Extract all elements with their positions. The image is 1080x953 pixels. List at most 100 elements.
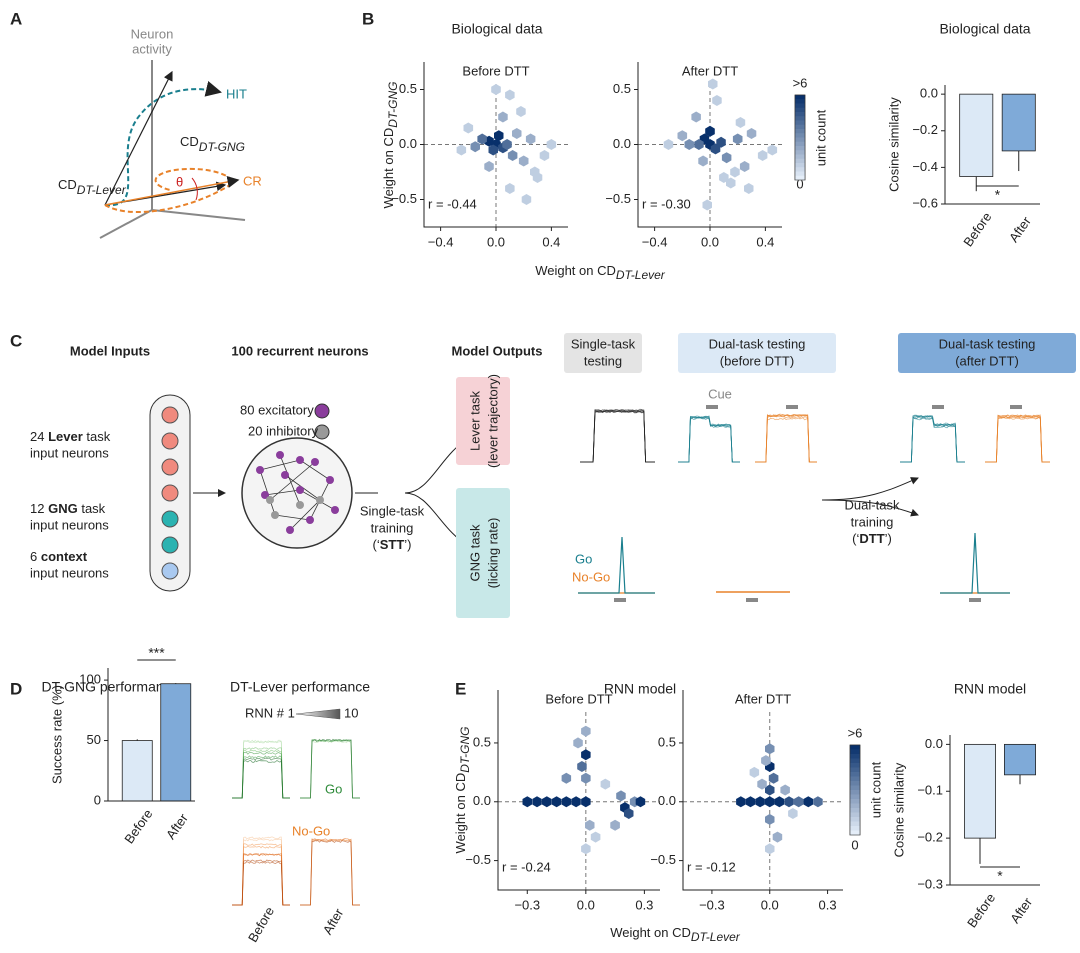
colorbar-label: 0 [796,176,803,191]
x-tick-label: After [320,905,347,937]
trace [985,414,1050,463]
colorbar-cell [795,146,805,151]
hexbin [732,133,743,145]
bar [1001,93,1036,152]
hexbin [581,843,591,855]
y-tick-label: 0.0 [399,136,417,151]
section-title: Model Outputs [452,343,543,358]
chart-title: After DTT [682,63,738,78]
nogo-label: No-Go [572,569,610,584]
hexbin [788,808,798,819]
colorbar-title: unit count [813,109,828,166]
task-label: GNG task [467,524,482,582]
go-label: Go [575,551,592,566]
input-label: input neurons [30,445,109,460]
hexbin [698,155,708,167]
cue-label: Cue [708,386,732,401]
task-label: (licking rate) [485,518,500,589]
hexbin [522,796,532,808]
colorbar-cell [850,758,860,764]
chart-title: After DTT [735,691,791,706]
trace [678,415,740,463]
annotation: r = -0.30 [642,196,691,211]
y-tick-label: 0.5 [613,81,631,96]
nogo-label: No-Go [292,823,330,838]
y-tick-label: −0.5 [391,191,417,206]
hexbin [516,106,526,117]
colorbar-cell [850,781,860,786]
x-tick-label: 0.0 [701,234,719,249]
colorbar-cell [795,129,805,134]
section-title: 100 recurrent neurons [231,343,368,358]
hexbin [765,796,775,808]
colorbar-cell [795,107,805,113]
hexbin [456,144,467,156]
input-label: 24 Lever task [30,429,111,444]
hexbin [600,778,611,790]
trace [300,738,360,799]
colorbar-cell [850,803,860,809]
axis-label: activity [132,41,172,56]
cd-lever-label: CDDT-Lever [58,177,127,197]
cd-gng-label: CDDT-GNG [180,134,245,154]
hit-label: HIT [226,86,247,101]
hexbin [585,819,595,831]
task-box [456,488,510,618]
significance-label: * [995,187,1001,203]
trace [580,410,655,463]
axis-spine [682,690,843,891]
input-label: 12 GNG task [30,501,106,516]
colorbar-cell [850,754,860,759]
cue-bar [1010,405,1022,409]
x-tick-label: After [1006,213,1034,245]
colorbar-cell [795,103,805,109]
hexbin [532,796,542,808]
hexbin [561,796,572,808]
colorbar-label: >6 [793,75,808,90]
trace [232,759,290,799]
hexbin [765,813,775,825]
hexbin [484,161,494,172]
hexbin [813,796,823,808]
colorbar-cell [850,799,860,804]
task-label: Lever task [467,391,482,451]
y-tick-label: −0.2 [912,122,938,137]
hexbin [590,831,601,843]
legend-label: 20 inhibitory [248,423,319,438]
legend-label: RNN # 1 [245,705,295,720]
y-tick-label: 0.5 [473,734,491,749]
hexbin [525,133,536,145]
hexbin [539,150,550,161]
task-label: (lever trajectory) [485,374,500,468]
panel-label: B [362,9,374,28]
colorbar-cell [795,141,805,147]
hexbin [502,139,512,150]
hexbin [635,796,646,808]
x-axis-label: Weight on CDDT-Lever [610,925,741,944]
hexbin [708,78,718,90]
colorbar-cell [850,767,860,773]
trace [678,415,740,463]
colorbar-cell [850,763,860,768]
hexbin [702,199,712,211]
hexbin [551,796,562,808]
x-tick-label: 0.0 [761,897,779,912]
hexbin [772,831,783,843]
hexbin [757,778,767,790]
hexbin [774,796,785,808]
hexbin [546,139,557,150]
axis-spine [423,62,568,228]
hexbin [512,128,522,139]
hexbin [749,766,760,778]
colorbar-cell [795,95,805,100]
trace [755,413,817,463]
panel-title: DT-Lever performance [230,679,370,695]
colorbar-cell [795,116,805,121]
hexbin [767,144,778,156]
hexbin [470,141,480,153]
hexbin [491,84,501,95]
trace [900,414,965,463]
colorbar-cell [850,772,860,777]
cue-bar [614,598,626,602]
